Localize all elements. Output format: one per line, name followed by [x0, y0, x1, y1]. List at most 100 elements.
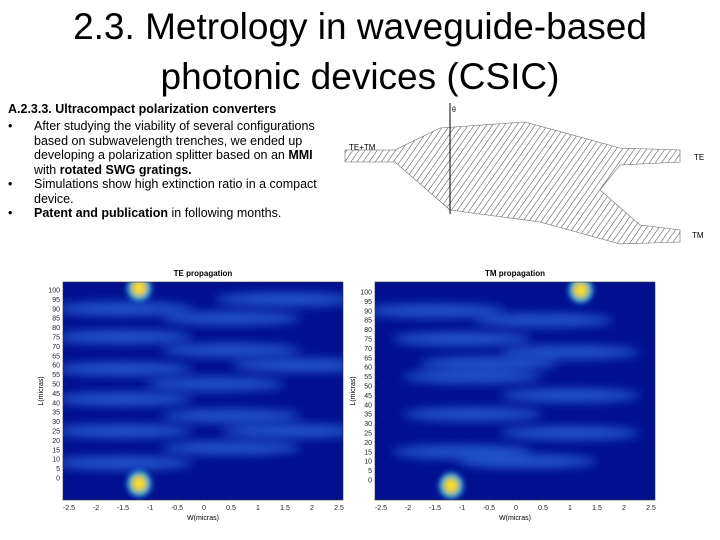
heatmap-band	[231, 358, 343, 373]
slide-title: 2.3. Metrology in waveguide-based photon…	[73, 6, 647, 97]
heatmap-band	[392, 332, 532, 346]
diagram-label: TE+TM	[349, 143, 376, 152]
heatmap-band	[419, 356, 559, 371]
y-tick-label: 45	[52, 391, 60, 398]
y-tick-label: 20	[52, 438, 60, 445]
y-tick-label: 10	[52, 457, 60, 464]
y-tick-label: 60	[364, 365, 372, 372]
diagram-label: θ	[452, 107, 456, 114]
y-tick-label: 85	[364, 318, 372, 325]
y-tick-label: 65	[52, 353, 60, 360]
heatmap-band	[144, 377, 285, 391]
bullet: After studying the viability of several …	[8, 119, 338, 177]
heatmap-band	[63, 392, 193, 407]
bullet-text: rotated SWG gratings.	[59, 162, 192, 177]
y-tick-label: 40	[364, 402, 372, 409]
x-tick-label: 1.5	[280, 505, 290, 512]
y-tick-label: 75	[52, 335, 60, 342]
heatmap-band	[161, 311, 301, 326]
y-tick-label: 60	[52, 363, 60, 370]
x-axis-label: W(micras)	[187, 515, 219, 522]
y-tick-label: 35	[52, 410, 60, 417]
x-tick-label: -2	[93, 505, 99, 512]
bullet-list: After studying the viability of several …	[8, 119, 338, 221]
heatmap-peak	[436, 469, 467, 500]
x-tick-label: -2	[405, 505, 411, 512]
y-tick-label: 10	[364, 459, 372, 466]
y-tick-label: 85	[52, 316, 60, 323]
y-tick-label: 50	[364, 384, 372, 391]
y-tick-label: 55	[52, 372, 60, 379]
plot-title: TE propagation	[174, 269, 233, 278]
x-axis-label: W(micras)	[499, 515, 531, 522]
section-heading: A.2.3.3. Ultracompact polarization conve…	[8, 102, 277, 116]
x-tick-label: -1	[459, 505, 465, 512]
diagram-label: TE	[694, 153, 704, 162]
y-tick-label: 0	[368, 478, 372, 485]
bullet-text: Patent and publication	[34, 206, 169, 220]
heatmap-peak	[565, 282, 596, 307]
heatmap-band	[500, 388, 640, 403]
x-tick-label: -2.5	[63, 505, 75, 512]
heatmap-band	[375, 303, 505, 318]
x-tick-label: -0.5	[171, 505, 183, 512]
heatmap-peak	[124, 467, 155, 500]
x-tick-label: 2	[310, 505, 314, 512]
bullet-text: After studying the viability of several …	[34, 119, 315, 162]
heatmap	[63, 282, 343, 500]
x-tick-label: 1	[256, 505, 260, 512]
y-tick-label: 100	[360, 290, 372, 297]
y-tick-label: 90	[52, 306, 60, 313]
heatmap-band	[473, 313, 613, 328]
y-tick-label: 15	[52, 447, 60, 454]
x-tick-label: 0.5	[538, 505, 548, 512]
heatmap-band	[63, 455, 193, 470]
heatmap-band	[500, 426, 640, 440]
heatmap-band	[402, 369, 543, 384]
y-tick-label: 70	[364, 346, 372, 353]
heatmap-band	[161, 408, 301, 423]
heatmap-band	[63, 361, 193, 376]
bullet: Patent and publication in following mont…	[8, 206, 338, 221]
bullet-text: MMI	[288, 148, 313, 162]
x-tick-label: 0.5	[226, 505, 236, 512]
x-tick-label: 0	[514, 505, 518, 512]
y-tick-label: 25	[52, 429, 60, 436]
y-axis-label: L(micras)	[350, 376, 357, 405]
y-tick-label: 30	[52, 419, 60, 426]
x-tick-label: 1.5	[592, 505, 602, 512]
y-tick-label: 45	[364, 393, 372, 400]
x-tick-label: 0	[202, 505, 206, 512]
heatmap-peak	[124, 282, 155, 305]
bullet-text: with	[34, 162, 60, 177]
x-tick-label: 2.5	[646, 505, 656, 512]
x-tick-label: -0.5	[483, 505, 495, 512]
y-axis-label: L(micras)	[38, 376, 45, 405]
x-tick-label: -2.5	[375, 505, 387, 512]
diagram-label: TM	[692, 231, 704, 240]
y-tick-label: 20	[364, 440, 372, 447]
heatmap-band	[215, 292, 343, 307]
y-tick-label: 55	[364, 374, 372, 381]
y-tick-label: 100	[48, 288, 60, 295]
y-tick-label: 25	[364, 431, 372, 438]
heatmap-band	[161, 440, 301, 455]
plot-frame	[62, 281, 344, 501]
x-tick-label: -1	[147, 505, 153, 512]
y-tick-label: 35	[364, 412, 372, 419]
heatmap-band	[63, 330, 193, 344]
y-tick-label: 95	[52, 297, 60, 304]
y-tick-label: 75	[364, 337, 372, 344]
heatmap-band	[402, 407, 543, 422]
plot-frame	[374, 281, 656, 501]
heatmap-band	[63, 301, 193, 316]
bullet-text: Simulations show high extinction ratio i…	[34, 177, 317, 206]
y-tick-label: 15	[364, 449, 372, 456]
y-tick-label: 65	[364, 355, 372, 362]
bullet: Simulations show high extinction ratio i…	[8, 177, 338, 206]
y-tick-label: 95	[364, 299, 372, 306]
y-tick-label: 5	[368, 468, 372, 475]
heatmap-band	[456, 454, 597, 469]
